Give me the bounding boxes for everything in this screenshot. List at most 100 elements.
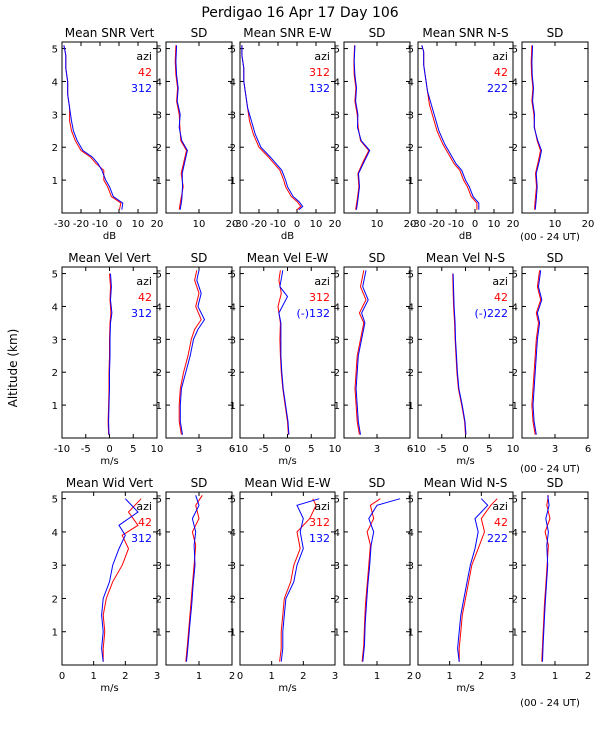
series-line-blue: [542, 495, 550, 662]
x-tick-label: -10: [92, 219, 108, 230]
x-tick-label: 20: [404, 219, 417, 230]
series-line-red: [185, 495, 203, 662]
x-axis-label: m/s: [278, 683, 296, 694]
y-tick-label: 3: [52, 110, 58, 121]
legend-entry: 42: [494, 291, 508, 304]
y-tick-label: 5: [156, 495, 162, 506]
y-tick-label: 1: [52, 628, 58, 639]
legend-entry: 312: [131, 82, 152, 95]
y-tick-label: 5: [512, 495, 518, 506]
x-tick-label: -10: [270, 219, 286, 230]
y-tick-label: 1: [334, 176, 340, 187]
legend-entry: 312: [309, 291, 330, 304]
x-tick-label: 20: [151, 219, 164, 230]
y-tick-label: 2: [408, 594, 414, 605]
series-line-red: [279, 498, 317, 662]
x-tick-label: 1: [446, 671, 452, 682]
y-tick-label: 4: [408, 302, 414, 313]
y-tick-label: 4: [230, 77, 236, 88]
y-tick-label: 2: [156, 143, 162, 154]
x-tick-label: 6: [229, 444, 235, 455]
series-line-red: [361, 498, 381, 662]
x-tick-label: 10: [507, 444, 520, 455]
x-tick-label: 20: [507, 219, 520, 230]
x-tick-label: 0: [116, 219, 122, 230]
panel-frame: [417, 491, 514, 666]
series-line-blue: [457, 498, 489, 662]
x-tick-label: 3: [552, 444, 558, 455]
y-tick-label: 5: [512, 45, 518, 56]
y-tick-label: 5: [230, 270, 236, 281]
altitude-axis-label: Altitude (km): [6, 329, 20, 408]
y-tick-label: 4: [156, 302, 162, 313]
series-line-blue: [241, 45, 304, 211]
series-line-red: [530, 45, 542, 210]
legend-entry: 222: [487, 82, 508, 95]
legend-title: azi: [314, 50, 330, 63]
panel-7: SD 1 2 3 4 5 3 6: [156, 251, 236, 455]
y-tick-label: 5: [408, 270, 414, 281]
y-tick-label: 1: [408, 401, 414, 412]
series-line-blue: [179, 270, 206, 435]
y-tick-label: 1: [230, 176, 236, 187]
x-tick-label: 10: [151, 444, 164, 455]
panel-3: SD 1 2 3 4 5 10 20: [334, 26, 417, 230]
series-line-red: [354, 270, 367, 435]
y-tick-label: 4: [52, 77, 58, 88]
x-tick-label: 20: [582, 219, 595, 230]
x-tick-label: 2: [300, 671, 306, 682]
panel-frame: [61, 41, 158, 214]
series-line-red: [241, 45, 302, 211]
legend-title: azi: [136, 50, 152, 63]
series-line-blue: [108, 273, 113, 435]
y-tick-label: 2: [408, 143, 414, 154]
y-tick-label: 3: [408, 110, 414, 121]
x-tick-label: 1: [268, 671, 274, 682]
legend-entry: 312: [309, 66, 330, 79]
legend-title: azi: [492, 500, 508, 513]
y-tick-label: 1: [230, 401, 236, 412]
y-tick-label: 3: [512, 110, 518, 121]
y-tick-label: 3: [230, 561, 236, 572]
x-tick-label: 0: [472, 219, 478, 230]
y-tick-label: 5: [156, 270, 162, 281]
legend-entry: (-)132: [296, 307, 330, 320]
y-tick-label: 5: [334, 495, 340, 506]
y-tick-label: 3: [156, 561, 162, 572]
x-tick-label: 2: [229, 671, 235, 682]
y-tick-label: 2: [408, 368, 414, 379]
legend-entry: 132: [309, 532, 330, 545]
y-tick-label: 4: [512, 528, 518, 539]
y-tick-label: 2: [230, 594, 236, 605]
legend-title: azi: [136, 500, 152, 513]
x-tick-label: -10: [54, 444, 70, 455]
series-line-red: [174, 45, 188, 210]
x-axis-label: dB: [103, 231, 116, 242]
x-tick-label: -20: [251, 219, 267, 230]
y-tick-label: 1: [512, 401, 518, 412]
x-tick-label: 10: [371, 219, 384, 230]
legend-title: azi: [314, 275, 330, 288]
x-tick-label: -20: [73, 219, 89, 230]
y-tick-label: 5: [334, 45, 340, 56]
y-tick-label: 1: [512, 176, 518, 187]
x-tick-label: 2: [407, 671, 413, 682]
y-tick-label: 5: [512, 270, 518, 281]
figure-title: Perdigao 16 Apr 17 Day 106: [201, 5, 398, 21]
x-tick-label: 10: [549, 219, 562, 230]
x-tick-label: 1: [552, 671, 558, 682]
panel-frame: [61, 491, 158, 666]
y-tick-label: 3: [512, 335, 518, 346]
x-tick-label: 0: [237, 671, 243, 682]
series-line-red: [178, 270, 202, 435]
legend-entry: 42: [494, 66, 508, 79]
y-tick-label: 1: [156, 176, 162, 187]
x-tick-label: 0: [59, 671, 65, 682]
legend-entry: 312: [131, 307, 152, 320]
x-tick-label: 10: [329, 444, 342, 455]
legend-entry: 42: [138, 291, 152, 304]
x-tick-label: -30: [54, 219, 70, 230]
